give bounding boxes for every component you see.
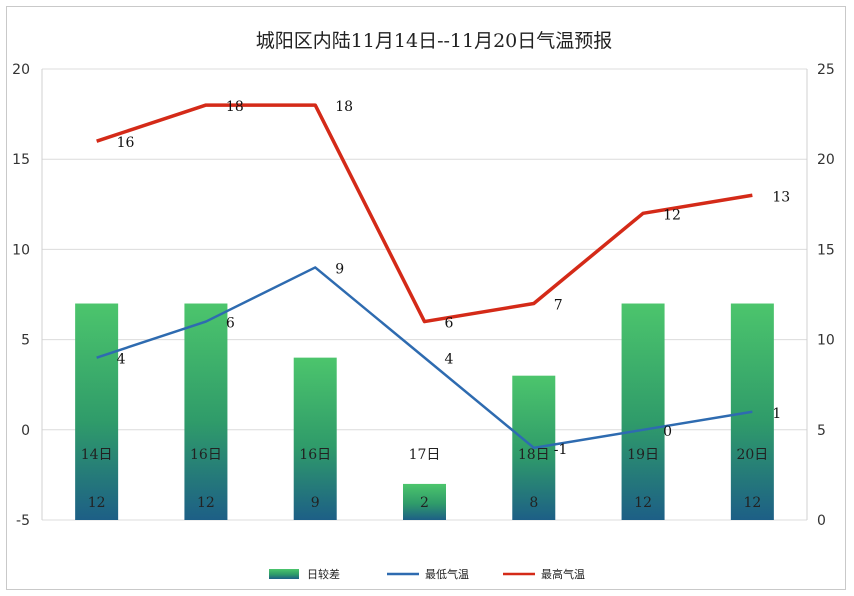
right-axis-tick-label: 5 [817,423,826,439]
right-axis-tick-label: 15 [817,242,835,258]
right-axis-tick-label: 10 [817,333,835,349]
min-temp-label: -1 [554,442,568,458]
data-labels: 14日 16日 16日 17日 18日 19日 20日 12 12 9 2 8 12 12 4 6 9 4 -1 0 1… [81,99,790,511]
bar [403,483,446,520]
category-label: 18日 [518,447,550,463]
left-axis-tick-label: -5 [16,513,30,529]
min-temp-label: 0 [663,424,672,440]
max-temp-label: 6 [445,316,454,332]
bar [293,357,337,520]
bar [184,303,228,520]
min-temp-label: 4 [445,352,454,368]
left-axis-tick-label: 0 [21,423,30,439]
legend-entry: 最低气温 [425,567,469,581]
max-temp-label: 18 [335,99,353,115]
min-temp-label: 4 [117,352,126,368]
category-label: 16日 [190,447,222,463]
category-label: 17日 [409,447,441,463]
legend: 日较差 最低气温 最高气温 [269,567,585,581]
category-label: 16日 [299,447,331,463]
min-temp-label: 9 [335,261,344,277]
category-label: 14日 [81,447,113,463]
left-axis-tick-label: 5 [21,333,30,349]
chart-frame: 城阳区内陆11月14日--11月20日气温预报 -5 0 5 10 15 20 0 5 10 15… [6,6,846,590]
max-temp-line [96,103,753,324]
left-axis-tick-label: 20 [12,62,30,78]
left-axis-tick-label: 15 [12,152,30,168]
bar-value-label: 8 [529,495,538,511]
category-label: 19日 [627,447,659,463]
min-temp-label: 6 [226,316,235,332]
temperature-chart: 城阳区内陆11月14日--11月20日气温预报 -505101520051015… [12,30,835,581]
max-temp-label: 18 [226,99,244,115]
bar-value-label: 9 [311,495,320,511]
min-temp-line [96,266,753,450]
legend-swatch [269,569,299,579]
bar [75,303,119,520]
bar-value-label: 12 [88,495,106,511]
max-temp-label: 13 [772,189,790,205]
bar-value-label: 12 [634,495,652,511]
right-axis-tick-label: 0 [817,513,826,529]
line-series [96,103,753,450]
max-temp-label: 7 [554,298,563,314]
category-label: 20日 [736,447,768,463]
right-axis-tick-label: 20 [817,152,835,168]
gridlines [42,68,807,521]
max-temp-label: 12 [663,207,681,223]
bar-series [75,303,774,520]
bar-value-label: 12 [743,495,761,511]
left-axis-tick-label: 10 [12,242,30,258]
right-axis-tick-label: 25 [817,62,835,78]
legend-entry: 最高气温 [541,567,585,581]
legend-entry: 日较差 [307,567,340,581]
max-temp-label: 16 [117,135,135,151]
bar-value-label: 2 [420,495,429,511]
min-temp-label: 1 [772,406,781,422]
bar [621,303,665,520]
chart-title: 城阳区内陆11月14日--11月20日气温预报 [256,30,613,52]
bar-value-label: 12 [197,495,215,511]
